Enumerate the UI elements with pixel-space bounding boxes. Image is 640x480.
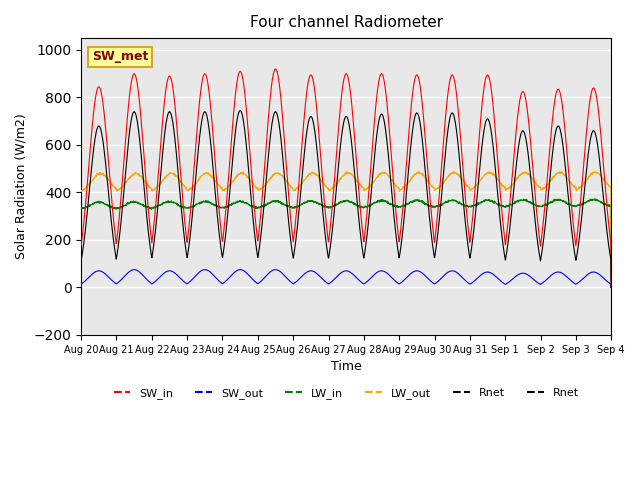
Y-axis label: Solar Radiation (W/m2): Solar Radiation (W/m2) xyxy=(15,114,28,259)
Legend: SW_in, SW_out, LW_in, LW_out, Rnet, Rnet: SW_in, SW_out, LW_in, LW_out, Rnet, Rnet xyxy=(109,384,583,404)
Text: SW_met: SW_met xyxy=(92,50,148,63)
Title: Four channel Radiometer: Four channel Radiometer xyxy=(250,15,443,30)
X-axis label: Time: Time xyxy=(331,360,362,373)
